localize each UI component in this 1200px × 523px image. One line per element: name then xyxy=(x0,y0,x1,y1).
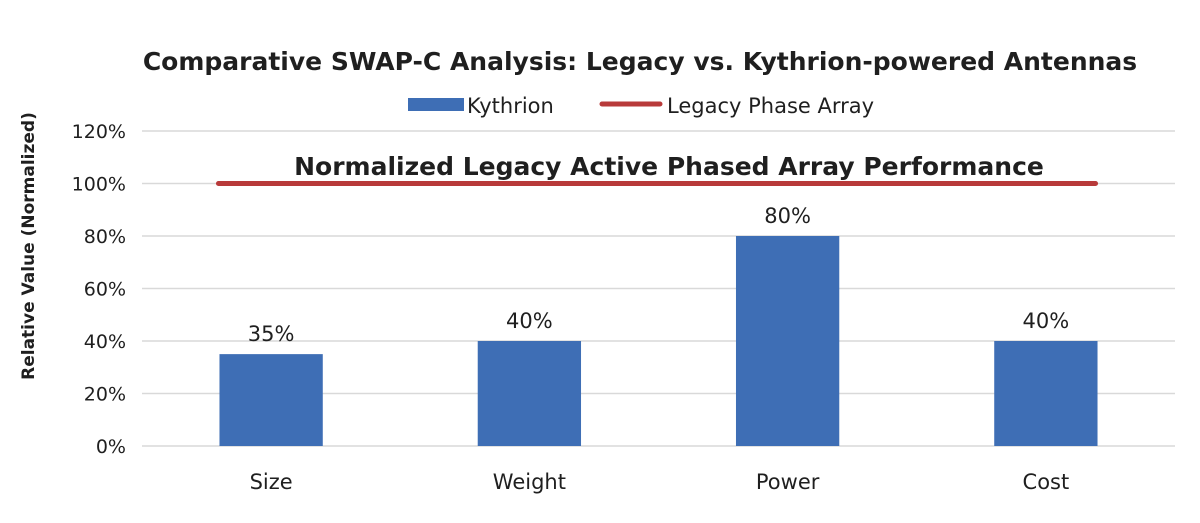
data-labels: 35% 40% 80% 40% xyxy=(248,204,1069,346)
chart-title: Comparative SWAP-C Analysis: Legacy vs. … xyxy=(143,47,1137,76)
data-label-size: 35% xyxy=(248,322,295,346)
bar-power xyxy=(735,236,840,446)
legend-label-legacy: Legacy Phase Array xyxy=(667,94,874,118)
bars xyxy=(219,236,1098,446)
legend-label-kythrion: Kythrion xyxy=(467,94,554,118)
bar-weight xyxy=(477,341,582,446)
category-label-size: Size xyxy=(250,470,293,494)
y-tick-label: 100% xyxy=(72,174,126,196)
category-label-power: Power xyxy=(756,470,820,494)
y-tick-label: 40% xyxy=(84,331,126,353)
bar-cost xyxy=(994,341,1098,446)
y-tick-label: 20% xyxy=(84,384,126,406)
data-label-cost: 40% xyxy=(1023,309,1070,333)
data-label-weight: 40% xyxy=(506,309,553,333)
bar-size xyxy=(219,354,323,446)
data-label-power: 80% xyxy=(764,204,811,228)
category-labels: Size Weight Power Cost xyxy=(250,470,1070,494)
y-tick-labels: 0% 20% 40% 60% 80% 100% 120% xyxy=(72,121,126,458)
legend-swatch-kythrion xyxy=(408,98,464,111)
legend: Kythrion Legacy Phase Array xyxy=(408,94,874,118)
y-axis-label: Relative Value (Normalized) xyxy=(19,112,39,380)
y-tick-label: 120% xyxy=(72,121,126,143)
y-tick-label: 80% xyxy=(84,226,126,248)
y-tick-label: 0% xyxy=(96,436,126,458)
reference-annotation: Normalized Legacy Active Phased Array Pe… xyxy=(294,152,1044,181)
category-label-weight: Weight xyxy=(493,470,566,494)
y-tick-label: 60% xyxy=(84,279,126,301)
category-label-cost: Cost xyxy=(1023,470,1070,494)
